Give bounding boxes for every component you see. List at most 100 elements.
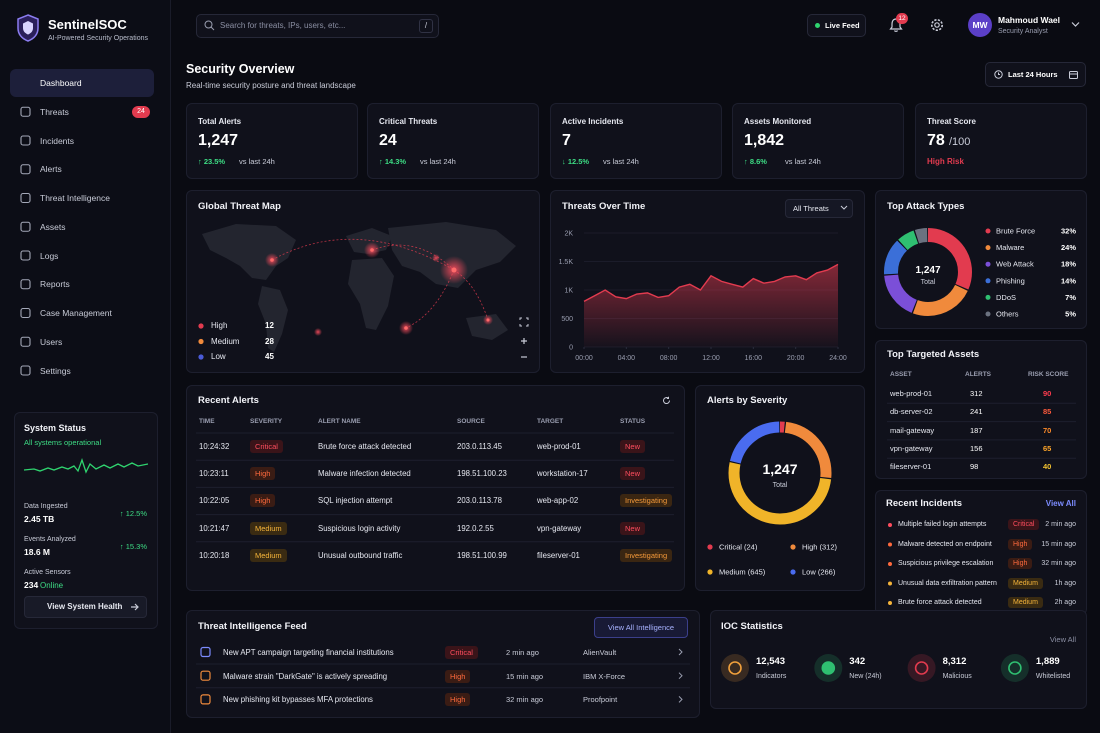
table-header: RISK SCORE (1028, 371, 1069, 378)
kpi-value: 24 (379, 132, 397, 149)
filter-label[interactable]: All Threats (793, 204, 829, 213)
asset-alerts: 98 (970, 462, 979, 472)
asset-name: vpn-gateway (890, 443, 933, 453)
x-tick-label: 08:00 (660, 355, 678, 362)
nav-item[interactable]: Logs (40, 250, 59, 261)
nav-icon (20, 164, 31, 175)
asset-name: web-prod-01 (890, 389, 933, 398)
metric-label: Active Sensors (24, 569, 71, 576)
incident-dot (888, 542, 892, 547)
table-header: SOURCE (457, 418, 485, 425)
score-status: High Risk (927, 157, 964, 166)
feed-title: New APT campaign targeting financial ins… (223, 648, 394, 657)
metric-value: 234 (24, 580, 39, 590)
x-tick-label: 04:00 (618, 355, 636, 362)
filter-dropdown[interactable] (785, 199, 853, 218)
legend-label: Low (266) (802, 568, 836, 577)
refresh-icon[interactable] (662, 396, 671, 405)
intel-view-all-button[interactable]: View All Intelligence (594, 617, 688, 638)
page-subtitle: Real-time security posture and threat la… (186, 81, 356, 90)
nav-icon (20, 250, 31, 261)
line (583, 263, 839, 303)
search-box[interactable] (196, 14, 439, 38)
asset-risk: 85 (1043, 407, 1052, 417)
y-tick-label: 500 (561, 316, 573, 323)
nav-badge: 24 (132, 105, 150, 118)
kpi-card (732, 103, 904, 179)
severity-badge: High (250, 494, 276, 508)
ioc-icon-bg (907, 654, 936, 682)
dropdown-icon (840, 205, 848, 210)
nav-item[interactable]: Dashboard (40, 78, 82, 88)
legend-dot (707, 544, 713, 550)
kpi-value: 1,247 (198, 132, 239, 149)
chevron (678, 696, 683, 703)
nav-item[interactable]: Users (40, 336, 63, 347)
kpi-label: Critical Threats (379, 117, 438, 126)
range-label[interactable]: Last 24 Hours (1008, 70, 1058, 79)
legend-name: Web Attack (996, 260, 1034, 269)
alert-cell: 10:24:32 (199, 442, 230, 451)
severity-badge: Critical (250, 440, 283, 453)
arrow-icon (131, 603, 139, 611)
incidents-view-all[interactable]: View All (1045, 499, 1076, 508)
table-header: TIME (199, 418, 215, 425)
legend-value: 24% (1061, 243, 1076, 252)
nav-item[interactable]: Settings (40, 365, 71, 376)
nav-item[interactable]: Threat Intelligence (40, 193, 110, 203)
x-tick-label: 00:00 (575, 355, 593, 362)
logo (17, 14, 39, 42)
live-feed-button[interactable] (807, 14, 866, 37)
chevron (678, 672, 683, 680)
recent-incidents-card (875, 490, 1087, 615)
recent-alerts-title: Recent Alerts (198, 395, 259, 406)
alert-cell: 203.0.113.45 (457, 442, 502, 451)
avatar[interactable]: MW (968, 13, 992, 37)
legend-value: 32% (1061, 227, 1076, 236)
nav-item[interactable]: Reports (40, 279, 70, 290)
alert-cell: Brute force attack detected (318, 442, 412, 451)
alerts-severity-title: Alerts by Severity (707, 395, 788, 406)
metric-label: Data Ingested (24, 503, 68, 510)
nav-item[interactable]: Case Management (40, 308, 112, 318)
alert-cell: fileserver-01 (537, 550, 580, 560)
live-feed-label[interactable]: Live Feed (825, 21, 860, 30)
legend-value: 18% (1061, 260, 1076, 269)
system-health-label[interactable]: View System Health (47, 602, 123, 611)
alerts-severity-card (695, 385, 865, 591)
kpi-note: vs last 24h (239, 157, 275, 166)
chevron-icon[interactable] (1071, 21, 1080, 28)
incident-time: 2h ago (1054, 599, 1076, 606)
donut-segment (884, 228, 972, 316)
ioc-icon (728, 661, 742, 675)
system-health-button[interactable] (24, 596, 147, 618)
threat-map-title: Global Threat Map (198, 201, 281, 212)
ioc-view-all[interactable]: View All (1049, 635, 1076, 644)
kpi-label: Total Alerts (198, 117, 242, 126)
incident-severity: Medium (1008, 597, 1043, 608)
nav-item[interactable]: Threats (40, 106, 69, 117)
nav-item[interactable]: Incidents (40, 135, 75, 146)
settings-icon[interactable] (930, 18, 944, 32)
attack-types-title: Top Attack Types (887, 201, 965, 212)
map-controls[interactable] (518, 316, 530, 364)
kpi-change: ↓ 12.5% (562, 157, 590, 166)
legend-label: High (312) (802, 543, 838, 552)
alert-cell: 198.51.100.23 (457, 469, 507, 479)
ioc-label: Indicators (756, 673, 787, 680)
page-title: Security Overview (186, 62, 295, 76)
notification-badge: 12 (896, 13, 908, 24)
nav-item[interactable]: Alerts (40, 164, 62, 175)
nav-item[interactable]: Assets (40, 221, 66, 232)
x-tick-label: 16:00 (745, 355, 763, 362)
threats-over-time-title: Threats Over Time (562, 201, 646, 212)
area (584, 264, 838, 347)
alert-cell: 10:20:18 (199, 550, 230, 560)
ioc-value: 12,543 (756, 656, 786, 667)
nav-icon (20, 106, 31, 117)
donut-segment (884, 228, 972, 316)
kpi-change: ↑ 14.3% (379, 157, 407, 166)
user-role: Security Analyst (998, 28, 1048, 35)
score-value: 78 (927, 132, 945, 149)
alert-cell: 198.51.100.99 (457, 550, 507, 560)
